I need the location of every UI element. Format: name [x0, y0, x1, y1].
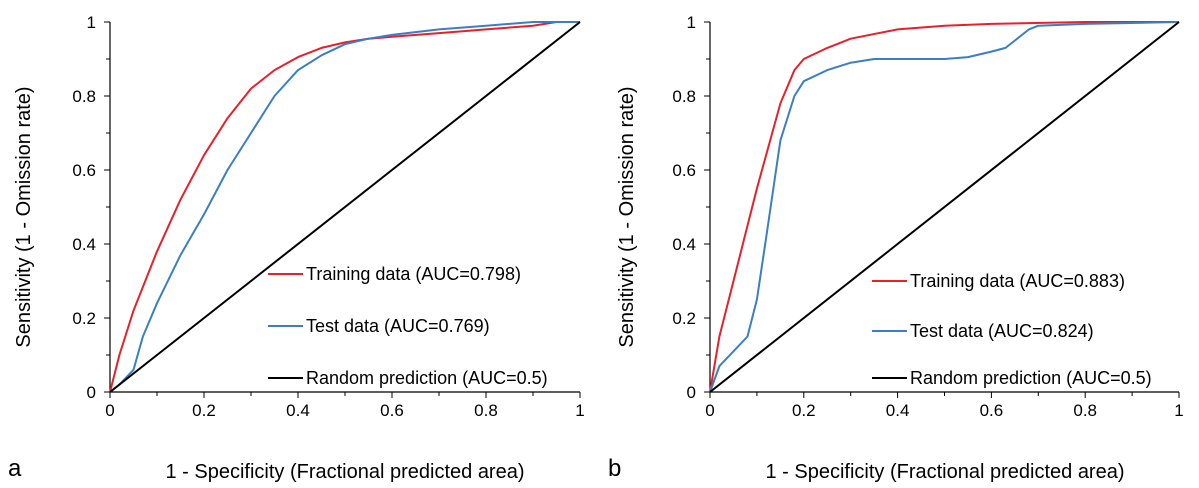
x-tick-label: 1 — [575, 401, 584, 420]
series-line-2 — [109, 21, 581, 393]
y-tick-label: 0.6 — [72, 161, 96, 180]
x-tick-label: 0.4 — [286, 401, 310, 420]
x-tick-label: 0 — [105, 401, 114, 420]
roc-chart-panel-a: 0 0.2 0.4 0.6 0.8 1 0 0.2 0.4 0.6 0.8 1 Training dat… — [8, 13, 585, 483]
x-tick-label: 0.2 — [192, 401, 216, 420]
x-tick-label: 1 — [1174, 401, 1183, 420]
x-axis-title: 1 - Specificity (Fractional predicted ar… — [765, 461, 1124, 483]
series-line-1 — [709, 21, 1180, 393]
legend-label: Training data (AUC=0.883) — [910, 271, 1125, 291]
legend-label: Test data (AUC=0.769) — [306, 316, 490, 336]
y-tick-label: 0.4 — [72, 235, 96, 254]
x-tick-label: 0.6 — [980, 401, 1004, 420]
x-axis-title: 1 - Specificity (Fractional predicted ar… — [165, 461, 524, 483]
y-tick-label: 0.8 — [672, 87, 696, 106]
series-line-1 — [109, 21, 580, 393]
y-tick-label: 1 — [87, 13, 96, 32]
y-axis-title: Sensitivity (1 - Omission rate) — [13, 86, 35, 347]
y-tick-label: 0 — [687, 383, 696, 402]
legend-label: Training data (AUC=0.798) — [306, 264, 521, 284]
y-tick-label: 0.2 — [672, 309, 696, 328]
panel-label: b — [608, 455, 621, 482]
legend-label: Random prediction (AUC=0.5) — [910, 368, 1152, 388]
legend-label: Random prediction (AUC=0.5) — [306, 368, 548, 388]
series-line-0 — [109, 21, 580, 393]
legend-label: Test data (AUC=0.824) — [910, 321, 1094, 341]
x-tick-label: 0.2 — [792, 401, 816, 420]
y-tick-label: 0 — [87, 383, 96, 402]
series-line-0 — [709, 21, 1179, 393]
y-tick-label: 0.2 — [72, 309, 96, 328]
y-axis-title: Sensitivity (1 - Omission rate) — [616, 86, 638, 347]
x-tick-label: 0.4 — [886, 401, 910, 420]
panel-label: a — [8, 455, 22, 482]
y-tick-label: 0.4 — [672, 235, 696, 254]
x-tick-label: 0 — [705, 401, 714, 420]
x-tick-label: 0.8 — [1073, 401, 1097, 420]
y-tick-label: 0.8 — [72, 87, 96, 106]
y-tick-label: 0.6 — [672, 161, 696, 180]
roc-chart-panel-b: 0 0.2 0.4 0.6 0.8 1 0 0.2 0.4 0.6 0.8 1 Training dat… — [608, 13, 1184, 483]
x-tick-label: 0.8 — [474, 401, 498, 420]
x-tick-label: 0.6 — [380, 401, 404, 420]
series-line-2 — [709, 21, 1180, 393]
y-tick-label: 1 — [687, 13, 696, 32]
